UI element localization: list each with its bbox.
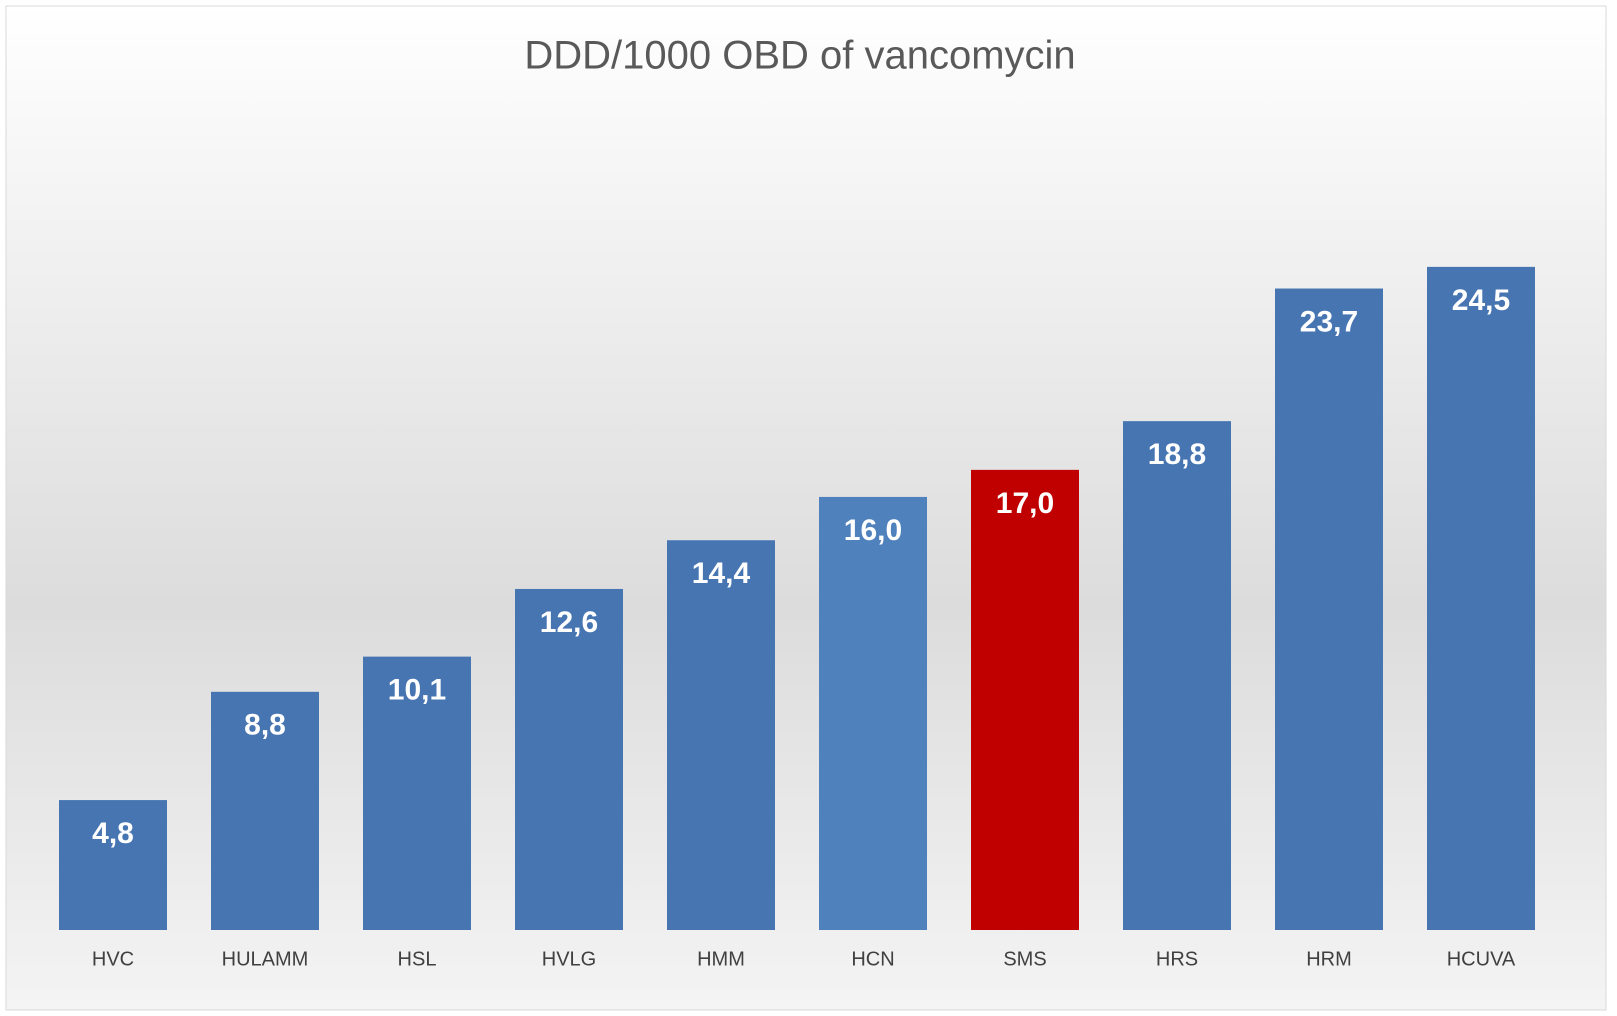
data-label: 8,8 <box>244 709 286 742</box>
x-tick-label: HRS <box>1156 948 1198 970</box>
data-label: 14,4 <box>692 557 751 590</box>
bar <box>211 691 319 930</box>
data-label: 23,7 <box>1300 305 1358 338</box>
bar <box>1427 266 1535 930</box>
data-label: 24,5 <box>1452 284 1510 317</box>
bar <box>363 656 471 930</box>
x-tick-label: HSL <box>398 948 437 970</box>
bar <box>819 496 927 930</box>
x-tick-label: HCN <box>851 948 894 970</box>
x-tick-label: HMM <box>697 948 745 970</box>
data-label: 10,1 <box>388 674 446 707</box>
data-label: 4,8 <box>92 817 134 850</box>
chart-title: DDD/1000 OBD of vancomycin <box>524 34 1075 78</box>
x-tick-label: HVLG <box>542 948 596 970</box>
x-tick-label: HRM <box>1306 948 1352 970</box>
bar <box>667 540 775 930</box>
data-label: 16,0 <box>844 514 902 547</box>
data-label: 18,8 <box>1148 438 1206 471</box>
data-label: 12,6 <box>540 606 598 639</box>
x-tick-label: HVC <box>92 948 134 970</box>
bar <box>59 800 167 930</box>
x-tick-label: HCUVA <box>1447 948 1516 970</box>
data-label: 17,0 <box>996 487 1054 520</box>
x-tick-label: HULAMM <box>222 948 309 970</box>
bar <box>971 469 1079 930</box>
bar <box>515 588 623 930</box>
x-tick-label: SMS <box>1003 948 1046 970</box>
bar <box>1123 421 1231 930</box>
bar <box>1275 288 1383 930</box>
